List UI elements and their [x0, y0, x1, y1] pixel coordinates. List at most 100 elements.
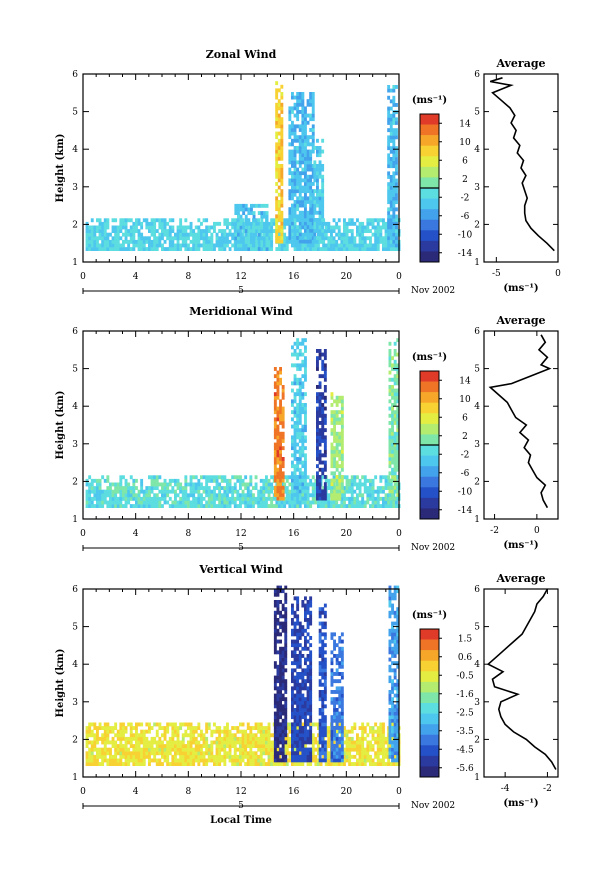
- heatmap-cell: [291, 643, 294, 648]
- heatmap-cell: [304, 225, 307, 230]
- heatmap-cell: [279, 496, 282, 501]
- heatmap-cell: [273, 399, 277, 404]
- heatmap-cell: [88, 500, 92, 505]
- heatmap-cell: [330, 496, 334, 501]
- heatmap-cell: [393, 439, 397, 443]
- heatmap-cell: [233, 762, 237, 766]
- heatmap-cell: [298, 435, 302, 440]
- heatmap-cell: [135, 486, 138, 490]
- heatmap-cell: [396, 439, 400, 443]
- heatmap-cell: [350, 754, 354, 759]
- heatmap-cell: [276, 489, 280, 494]
- heatmap-cell: [388, 392, 392, 397]
- heatmap-cell: [249, 729, 253, 734]
- heatmap-cell: [96, 478, 99, 483]
- heatmap-cell: [311, 149, 315, 154]
- heatmap-cell: [379, 225, 383, 230]
- heatmap-cell: [158, 500, 162, 505]
- heatmap-cell: [284, 621, 288, 626]
- heatmap-cell: [244, 247, 248, 251]
- heatmap-cell: [259, 221, 263, 226]
- heatmap-cell: [301, 359, 305, 364]
- heatmap-cell: [129, 744, 133, 748]
- heatmap-cell: [291, 243, 294, 248]
- heatmap-cell: [116, 751, 120, 756]
- heatmap-cell: [323, 363, 327, 368]
- heatmap-cell: [309, 156, 313, 161]
- heatmap-cell: [353, 239, 357, 244]
- heatmap-cell: [333, 424, 336, 429]
- heatmap-cell: [181, 243, 185, 248]
- heatmap-cell: [337, 236, 341, 241]
- heatmap-cell: [88, 486, 92, 490]
- heatmap-cell: [280, 117, 284, 122]
- heatmap-cell: [318, 385, 322, 389]
- heatmap-cell: [298, 439, 302, 443]
- heatmap-cell: [288, 156, 292, 161]
- heatmap-cell: [174, 493, 177, 498]
- heatmap-cell: [158, 747, 162, 752]
- heatmap-cell: [306, 185, 310, 190]
- heatmap-cell: [88, 475, 92, 480]
- heatmap-cell: [168, 478, 172, 483]
- heatmap-cell: [150, 232, 154, 237]
- heatmap-cell: [304, 751, 307, 756]
- heatmap-cell: [345, 740, 349, 745]
- heatmap-cell: [313, 171, 317, 176]
- heatmap-cell: [361, 736, 365, 741]
- heatmap-cell: [241, 754, 245, 759]
- heatmap-cell: [293, 446, 297, 451]
- heatmap-cell: [279, 625, 282, 630]
- heatmap-cell: [391, 435, 394, 440]
- heatmap-cell: [332, 236, 336, 241]
- heatmap-cell: [119, 493, 123, 498]
- heatmap-cell: [356, 758, 359, 763]
- heatmap-cell: [239, 247, 243, 251]
- average-frame: [483, 73, 559, 263]
- heatmap-cell: [301, 758, 305, 763]
- heatmap-cell: [387, 247, 391, 251]
- heatmap-cell: [252, 754, 255, 759]
- colorbar-tick-label: -10: [458, 487, 473, 497]
- heatmap-cell: [313, 164, 317, 168]
- heatmap-cell: [181, 740, 185, 745]
- heatmap-cell: [296, 489, 300, 494]
- heatmap-cell: [192, 504, 196, 508]
- heatmap-cell: [388, 413, 392, 418]
- heatmap-cell: [281, 661, 285, 666]
- heatmap-cell: [267, 496, 271, 501]
- heatmap-cell: [281, 471, 285, 476]
- heatmap-cell: [301, 135, 305, 140]
- heatmap-cell: [236, 754, 240, 759]
- heatmap-cell: [330, 247, 333, 251]
- heatmap-cell: [345, 486, 349, 490]
- heatmap-cell: [213, 496, 216, 501]
- heatmap-cell: [218, 243, 222, 248]
- heatmap-cell: [389, 88, 393, 93]
- heatmap-cell: [109, 758, 112, 763]
- heatmap-cell: [304, 247, 307, 251]
- heatmap-cell: [311, 106, 315, 111]
- heatmap-cell: [279, 646, 282, 651]
- heatmap-cell: [337, 218, 341, 223]
- heatmap-cell: [226, 726, 229, 730]
- heatmap-cell: [231, 754, 235, 759]
- heatmap-cell: [333, 460, 336, 465]
- heatmap-cell: [280, 106, 284, 111]
- heatmap-cell: [284, 733, 288, 738]
- heatmap-cell: [298, 124, 302, 129]
- heatmap-cell: [265, 500, 268, 505]
- heatmap-cell: [332, 225, 336, 230]
- heatmap-cell: [348, 740, 352, 745]
- heatmap-cell: [106, 747, 110, 752]
- heatmap-cell: [356, 225, 359, 230]
- heatmap-cell: [298, 744, 302, 748]
- heatmap-cell: [262, 726, 266, 730]
- average-y-tick-label: 3: [474, 440, 480, 450]
- heatmap-cell: [340, 504, 344, 508]
- heatmap-cell: [288, 189, 292, 194]
- heatmap-cell: [388, 356, 392, 361]
- heatmap-cell: [296, 754, 300, 759]
- heatmap-cell: [301, 740, 305, 745]
- heatmap-cell: [374, 475, 378, 480]
